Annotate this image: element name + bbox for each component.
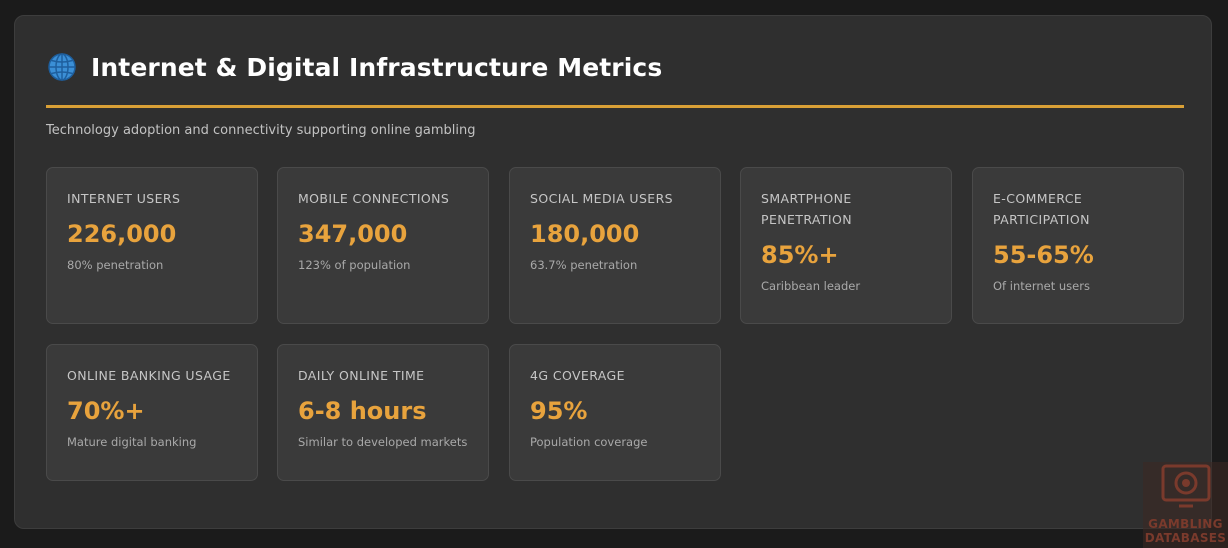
metric-note: 80% penetration [67,258,164,272]
metric-value: 347,000 [298,220,408,248]
page-title: Internet & Digital Infrastructure Metric… [91,52,663,82]
metric-note: Population coverage [530,435,648,449]
metric-label: Online Banking Usage [67,368,231,383]
metric-label: Social Media Users [530,191,673,206]
metrics-panel: Internet & Digital Infrastructure Metric… [14,15,1212,529]
header: Internet & Digital Infrastructure Metric… [47,52,662,82]
metric-value: 85%+ [761,241,839,269]
metric-value: 70%+ [67,397,145,425]
metric-card-ecommerce-participation: E-Commerce Participation 55-65% Of inter… [972,167,1184,324]
watermark-line-2: DATABASES [1144,531,1227,545]
metric-card-smartphone-penetration: Smartphone Penetration 85%+ Caribbean le… [740,167,952,324]
metric-card-online-banking-usage: Online Banking Usage 70%+ Mature digital… [46,344,258,481]
page-subtitle: Technology adoption and connectivity sup… [46,123,476,138]
metric-note: 123% of population [298,258,411,272]
metric-card-mobile-connections: Mobile Connections 347,000 123% of popul… [277,167,489,324]
metric-value: 95% [530,397,588,425]
metric-card-social-media-users: Social Media Users 180,000 63.7% penetra… [509,167,721,324]
metric-label: Daily Online Time [298,368,425,383]
metric-value: 6-8 hours [298,397,427,425]
metric-note: 63.7% penetration [530,258,638,272]
metric-card-4g-coverage: 4G Coverage 95% Population coverage [509,344,721,481]
metric-card-internet-users: Internet Users 226,000 80% penetration [46,167,258,324]
metric-label: 4G Coverage [530,368,625,383]
globe-icon [48,53,76,81]
metric-note: Similar to developed markets [298,435,468,449]
metric-note: Mature digital banking [67,435,197,449]
watermark-line-1: GAMBLING [1148,517,1223,531]
metric-value: 180,000 [530,220,640,248]
metric-value: 226,000 [67,220,177,248]
title-divider [46,105,1184,108]
metric-card-daily-online-time: Daily Online Time 6-8 hours Similar to d… [277,344,489,481]
metric-note: Of internet users [993,279,1090,293]
metric-label: Mobile Connections [298,191,450,206]
metric-label: Smartphone Penetration [761,191,852,227]
metric-note: Caribbean leader [761,279,861,293]
metric-label: Internet Users [67,191,181,206]
metric-value: 55-65% [993,241,1094,269]
watermark-logo: GAMBLING DATABASES [1143,462,1228,548]
monitor-chip-icon [1161,464,1211,508]
metric-label: E-Commerce Participation [993,191,1090,227]
